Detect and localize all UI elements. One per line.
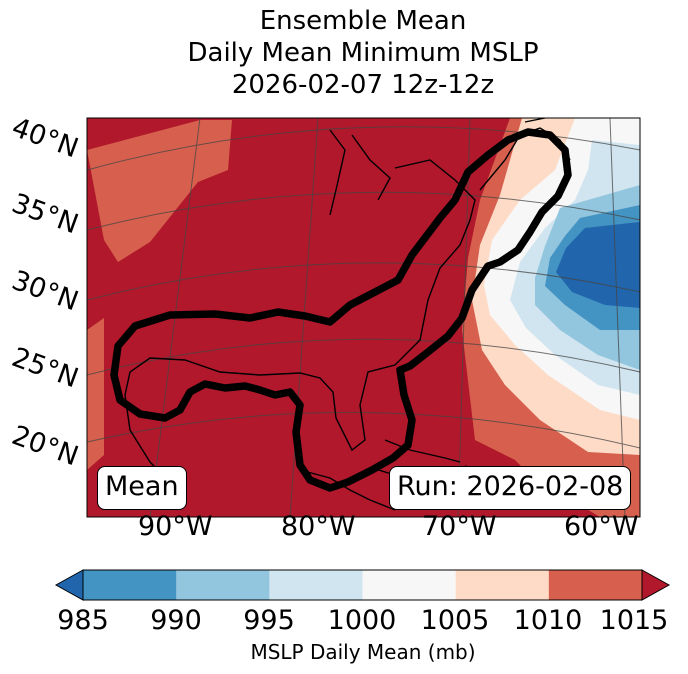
title-line-2: Daily Mean Minimum MSLP [187,38,539,68]
colorbar-label: MSLP Daily Mean (mb) [250,640,476,664]
colorbar-tick-985: 985 [57,605,109,636]
colorbar-tick-1010: 1010 [513,605,583,636]
pressure-field-1010-southwest [87,318,104,470]
title-line-1: Ensemble Mean [259,6,467,36]
lon-label-60w: 60°W [564,511,639,542]
run-date-box: Run: 2026-02-08 [389,466,632,510]
colorbar-tick-1005: 1005 [420,605,490,636]
minimum-mslp-contour [110,128,572,492]
colorbar-tick-1015: 1015 [599,605,669,636]
lon-label-90w: 90°W [138,511,213,542]
lon-label-80w: 80°W [281,511,356,542]
chart-title: Ensemble Mean Daily Mean Minimum MSLP 20… [0,5,688,101]
pressure-field-below-985 [556,222,640,308]
mean-label-box: Mean [97,466,187,510]
lon-label-70w: 70°W [422,511,497,542]
colorbar-tick-995: 995 [243,605,295,636]
map-frame [86,117,641,518]
colorbar-tick-1000: 1000 [327,605,397,636]
title-line-3: 2026-02-07 12z-12z [231,70,495,100]
colorbar-tick-990: 990 [150,605,202,636]
